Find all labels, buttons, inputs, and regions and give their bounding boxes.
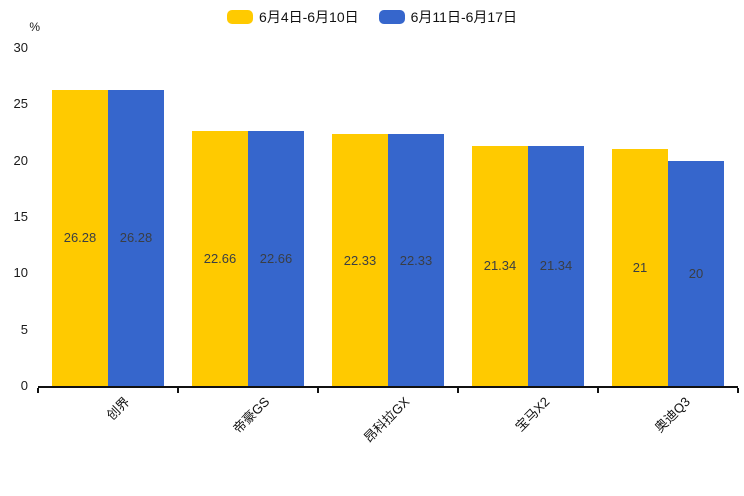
x-axis-line: [38, 386, 738, 388]
y-axis-unit-label: %: [29, 20, 40, 34]
x-tick-mark: [37, 388, 39, 393]
bar-value-label: 22.33: [399, 252, 433, 268]
y-tick-label: 0: [20, 378, 28, 393]
bar-value-label: 22.66: [203, 250, 237, 266]
bar-6月11日-6月17日-帝豪GS[interactable]: 22.66: [248, 130, 304, 386]
y-tick-label: 30: [13, 40, 28, 55]
legend: 6月4日-6月10日 6月11日-6月17日: [0, 8, 744, 26]
y-tick-label: 20: [13, 152, 28, 168]
legend-item-week2[interactable]: 6月11日-6月17日: [378, 8, 517, 26]
bar-value-label: 21.34: [539, 258, 573, 274]
bar-6月4日-6月10日-宝马X2[interactable]: 21.34: [472, 145, 528, 386]
legend-label: 6月4日-6月10日: [259, 9, 359, 25]
bar-6月11日-6月17日-昂科拉GX[interactable]: 22.33: [388, 134, 444, 386]
bar-value-label: 21.34: [483, 258, 517, 274]
x-tick-mark: [317, 388, 319, 393]
x-category-label: 帝豪GS: [230, 394, 273, 437]
bar-6月4日-6月10日-昂科拉GX[interactable]: 22.33: [332, 134, 388, 386]
bar-value-label: 22.66: [259, 250, 293, 266]
bar-6月11日-6月17日-奥迪Q3[interactable]: 20: [668, 160, 724, 386]
bar-6月4日-6月10日-创界[interactable]: 26.28: [52, 89, 108, 386]
bar-value-label: 20: [688, 265, 704, 281]
y-tick-label: 5: [20, 321, 28, 337]
bar-6月4日-6月10日-奥迪Q3[interactable]: 21: [612, 149, 668, 386]
bar-value-label: 22.33: [343, 252, 377, 268]
legend-swatch-blue: [378, 10, 405, 24]
legend-item-week1[interactable]: 6月4日-6月10日: [227, 8, 359, 26]
x-tick-mark: [457, 388, 459, 393]
y-tick-label: 10: [13, 265, 28, 281]
bar-6月11日-6月17日-创界[interactable]: 26.28: [108, 89, 164, 386]
bar-6月4日-6月10日-帝豪GS[interactable]: 22.66: [192, 130, 248, 386]
bar-6月11日-6月17日-宝马X2[interactable]: 21.34: [528, 145, 584, 386]
legend-swatch-yellow: [227, 10, 254, 24]
x-tick-mark: [597, 388, 599, 393]
y-tick-label: 15: [13, 209, 28, 224]
bar-value-label: 26.28: [119, 230, 153, 246]
x-tick-mark: [737, 388, 739, 393]
x-category-label: 宝马X2: [512, 394, 553, 435]
legend-label: 6月11日-6月17日: [410, 9, 517, 25]
y-tick-label: 25: [13, 96, 28, 112]
x-category-label: 奥迪Q3: [651, 394, 693, 436]
x-tick-mark: [177, 388, 179, 393]
x-category-label: 创界: [103, 394, 133, 424]
x-category-label: 昂科拉GX: [361, 394, 413, 446]
bar-value-label: 26.28: [63, 230, 97, 246]
bar-value-label: 21: [632, 260, 648, 276]
